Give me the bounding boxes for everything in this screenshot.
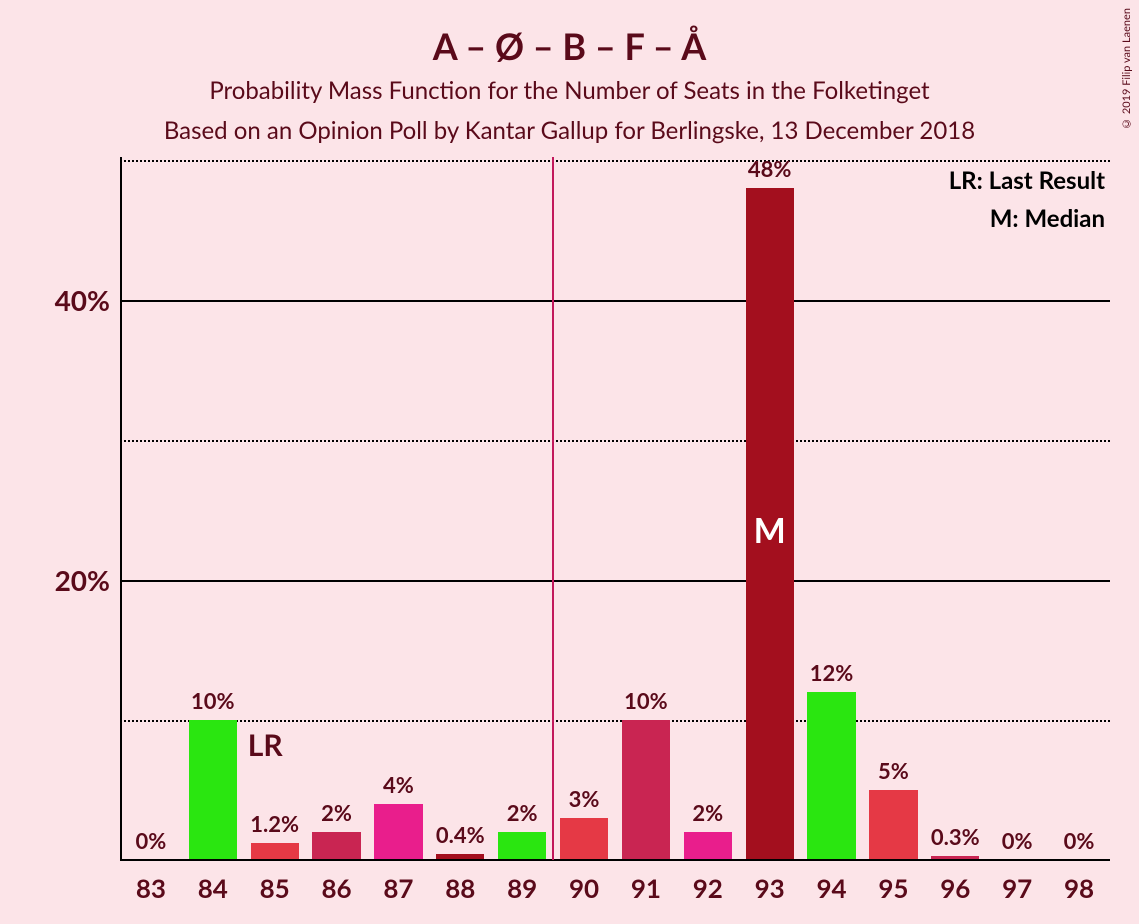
bar-value-label: 0.3% <box>924 823 986 850</box>
x-axis-label: 94 <box>801 872 863 904</box>
bar-value-label: 0% <box>1048 827 1110 854</box>
chart-subtitle-1: Probability Mass Function for the Number… <box>0 76 1139 105</box>
bar-value-label: 12% <box>801 659 863 686</box>
x-axis-label: 90 <box>553 872 615 904</box>
x-axis-label: 97 <box>986 872 1048 904</box>
bar <box>374 804 422 860</box>
bar <box>622 720 670 860</box>
bar-value-label: 10% <box>615 687 677 714</box>
last-result-annotation: LR <box>248 727 283 763</box>
chart-title: A – Ø – B – F – Å <box>0 24 1139 68</box>
x-axis-label: 93 <box>739 872 801 904</box>
bar <box>312 832 360 860</box>
grid-major <box>120 300 1110 302</box>
x-axis-label: 98 <box>1048 872 1110 904</box>
y-axis-label: 20% <box>20 563 110 597</box>
bar-value-label: 0.4% <box>429 821 491 848</box>
x-axis-label: 85 <box>244 872 306 904</box>
bar <box>189 720 237 860</box>
bar <box>560 818 608 860</box>
chart-subtitle-2: Based on an Opinion Poll by Kantar Gallu… <box>0 116 1139 145</box>
bar-value-label: 5% <box>863 757 925 784</box>
plot-area: 20%40%0%8310%841.2%852%864%870.4%882%893… <box>120 160 1110 860</box>
bar-value-label: 2% <box>306 799 368 826</box>
bar-value-label: 0% <box>120 827 182 854</box>
x-axis-label: 96 <box>924 872 986 904</box>
majority-threshold-line <box>552 157 554 860</box>
x-axis-label: 95 <box>863 872 925 904</box>
bar-value-label: 2% <box>677 799 739 826</box>
x-axis <box>120 859 1110 861</box>
bar <box>251 843 299 860</box>
bar <box>684 832 732 860</box>
x-axis-label: 84 <box>182 872 244 904</box>
x-axis-label: 87 <box>368 872 430 904</box>
copyright-text: © 2019 Filip van Laenen <box>1120 8 1133 130</box>
bar-value-label: 4% <box>368 771 430 798</box>
bar <box>498 832 546 860</box>
x-axis-label: 89 <box>491 872 553 904</box>
bar <box>807 692 855 860</box>
x-axis-label: 88 <box>429 872 491 904</box>
bar-value-label: 48% <box>739 155 801 182</box>
grid-major <box>120 580 1110 582</box>
bar-value-label: 1.2% <box>244 810 306 837</box>
x-axis-label: 92 <box>677 872 739 904</box>
bar-value-label: 10% <box>182 687 244 714</box>
bar-value-label: 0% <box>986 827 1048 854</box>
bar-value-label: 2% <box>491 799 553 826</box>
y-axis <box>120 157 122 860</box>
bar <box>869 790 917 860</box>
grid-minor <box>120 720 1110 722</box>
grid-minor <box>120 160 1110 162</box>
grid-minor <box>120 440 1110 442</box>
x-axis-label: 91 <box>615 872 677 904</box>
x-axis-label: 83 <box>120 872 182 904</box>
x-axis-label: 86 <box>306 872 368 904</box>
y-axis-label: 40% <box>20 283 110 317</box>
bar-value-label: 3% <box>553 785 615 812</box>
median-annotation: M <box>746 510 794 551</box>
